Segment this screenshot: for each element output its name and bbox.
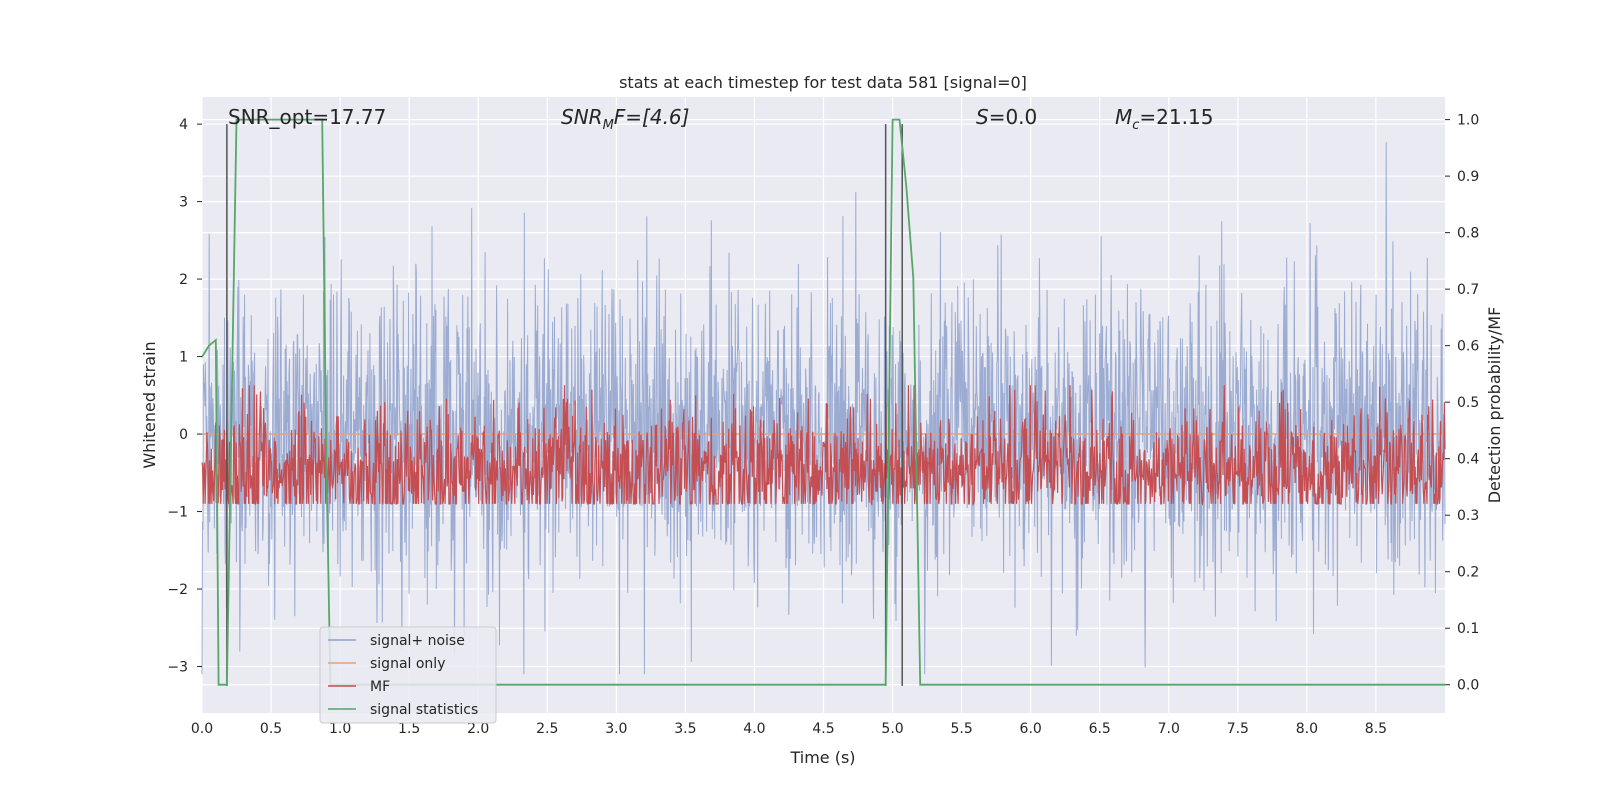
annotation-snr-mf-rest: F=[4.6] bbox=[614, 105, 690, 129]
chart-title: stats at each timestep for test data 581… bbox=[619, 73, 1027, 92]
annotation-s-rest: =0.0 bbox=[989, 105, 1038, 129]
y-right-tick-label: 0.9 bbox=[1457, 169, 1479, 185]
y-right-tick-label: 0.2 bbox=[1457, 565, 1479, 581]
annotation-mc-sub: c bbox=[1132, 118, 1139, 133]
y-tick-label: 4 bbox=[179, 117, 188, 133]
x-tick-label: 1.0 bbox=[329, 721, 351, 737]
x-tick-label: 4.5 bbox=[812, 721, 834, 737]
y-tick-label: 3 bbox=[179, 195, 188, 211]
annotation-mc: Mc=21.15 bbox=[1115, 105, 1213, 133]
series-mf bbox=[201, 385, 1446, 507]
x-tick-label: 5.0 bbox=[881, 721, 903, 737]
x-tick-label: 5.5 bbox=[950, 721, 972, 737]
y-right-axis-ticks: 0.0 0.1 0.2 0.3 0.4 0.5 0.6 0.7 0.8 0.9 1.0 bbox=[1445, 113, 1479, 694]
annotation-mc-rest: =21.15 bbox=[1139, 105, 1213, 129]
x-tick-label: 6.5 bbox=[1089, 721, 1111, 737]
annotation-snr-mf: SNRMF=[4.6] bbox=[561, 105, 689, 133]
annotation-snr-mf-sub: M bbox=[603, 118, 614, 133]
x-tick-label: 7.0 bbox=[1158, 721, 1180, 737]
y-tick-label: 0 bbox=[179, 427, 188, 443]
y-axis-label: Whitened strain bbox=[140, 341, 159, 468]
legend-box bbox=[319, 626, 497, 724]
y-tick-label: 2 bbox=[179, 272, 188, 288]
y-right-tick-label: 0.5 bbox=[1457, 395, 1479, 411]
y-tick-label: −2 bbox=[167, 582, 188, 598]
legend-label-signal-noise: signal+ noise bbox=[370, 633, 465, 649]
legend-label-signal-statistics: signal statistics bbox=[370, 702, 478, 718]
legend: signal+ noise signal only MF signal stat… bbox=[319, 626, 497, 724]
x-tick-label: 4.0 bbox=[743, 721, 765, 737]
y-tick-label: −1 bbox=[167, 505, 188, 521]
x-axis-label: Time (s) bbox=[789, 748, 855, 767]
legend-label-signal-only: signal only bbox=[370, 656, 445, 672]
x-tick-label: 2.5 bbox=[536, 721, 558, 737]
annotation-s: S=0.0 bbox=[976, 105, 1037, 129]
x-tick-label: 3.5 bbox=[674, 721, 696, 737]
y-right-tick-label: 0.1 bbox=[1457, 621, 1479, 637]
y-axis-ticks: −3 −2 −1 0 1 2 3 4 bbox=[167, 117, 202, 676]
y-right-tick-label: 0.3 bbox=[1457, 508, 1479, 524]
x-axis-ticks: 0.0 0.5 1.0 1.5 2.0 2.5 3.0 3.5 4.0 4.5 5.0 5.5 6.0 6… bbox=[191, 721, 1387, 737]
y-right-tick-label: 0.7 bbox=[1457, 282, 1479, 298]
y-right-axis-label: Detection probability/MF bbox=[1485, 307, 1504, 504]
y-right-tick-label: 1.0 bbox=[1457, 113, 1479, 129]
y-right-tick-label: 0.8 bbox=[1457, 226, 1479, 242]
y-tick-label: −3 bbox=[167, 660, 188, 676]
x-tick-label: 3.0 bbox=[605, 721, 627, 737]
x-tick-label: 0.5 bbox=[260, 721, 282, 737]
x-tick-label: 6.0 bbox=[1020, 721, 1042, 737]
x-tick-label: 8.0 bbox=[1296, 721, 1318, 737]
annotation-snr-mf-main: SNR bbox=[561, 105, 603, 129]
y-right-tick-label: 0.6 bbox=[1457, 339, 1479, 355]
y-right-tick-label: 0.0 bbox=[1457, 678, 1479, 694]
x-tick-label: 0.0 bbox=[191, 721, 213, 737]
annotation-mc-main: M bbox=[1115, 105, 1132, 129]
annotation-s-main: S bbox=[976, 105, 989, 129]
x-tick-label: 1.5 bbox=[398, 721, 420, 737]
y-tick-label: 1 bbox=[179, 350, 188, 366]
series-signal-noise bbox=[201, 142, 1446, 675]
annotation-snr-opt: SNR_opt=17.77 bbox=[228, 105, 386, 129]
y-right-tick-label: 0.4 bbox=[1457, 452, 1479, 468]
x-tick-label: 8.5 bbox=[1365, 721, 1387, 737]
legend-label-mf: MF bbox=[370, 679, 390, 695]
x-tick-label: 2.0 bbox=[467, 721, 489, 737]
x-tick-label: 7.5 bbox=[1227, 721, 1249, 737]
